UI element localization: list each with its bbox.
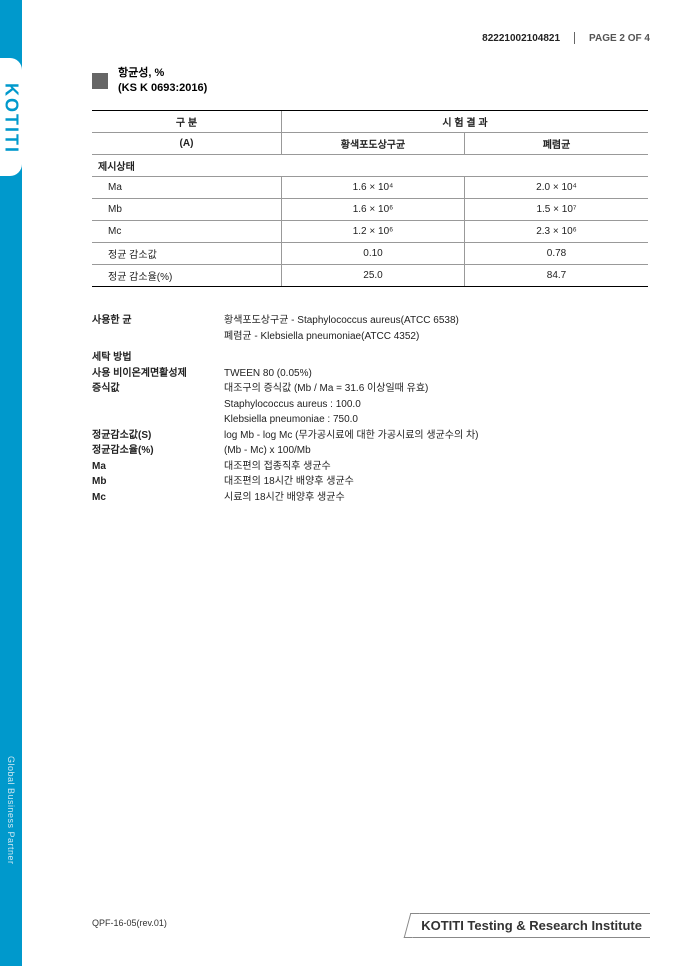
- tagline-vertical: Global Business Partner: [3, 740, 19, 880]
- info-row: 폐렴균 - Klebsiella pneumoniae(ATCC 4352): [92, 330, 648, 345]
- info-val: 대조구의 증식값 (Mb / Ma = 31.6 이상일때 유효): [224, 382, 648, 397]
- info-val: [224, 351, 648, 366]
- info-label: 사용한 균: [92, 314, 224, 329]
- table-row: Mb 1.6 × 10⁶ 1.5 × 10⁷: [92, 199, 648, 221]
- info-label: 정균감소값(S): [92, 429, 224, 444]
- section-bullet-icon: [92, 73, 108, 89]
- row-label: 정균 감소율(%): [92, 265, 282, 286]
- table-row: 정균 감소값 0.10 0.78: [92, 243, 648, 265]
- row-label: 정균 감소값: [92, 243, 282, 264]
- info-block: 사용한 균황색포도상구균 - Staphylococcus aureus(ATC…: [92, 314, 648, 506]
- header-sep: [574, 32, 575, 44]
- results-table: 구 분 시 험 결 과 (A) 황색포도상구균 폐렴균 제시상태 Ma 1.6 …: [92, 110, 648, 287]
- info-label: 증식값: [92, 382, 224, 397]
- table-head-row: 구 분 시 험 결 과: [92, 111, 648, 133]
- info-label: Mc: [92, 491, 224, 506]
- row-label: Mc: [92, 221, 282, 242]
- table-row: Mc 1.2 × 10⁶ 2.3 × 10⁶: [92, 221, 648, 243]
- table-subhead-row: (A) 황색포도상구균 폐렴균: [92, 133, 648, 155]
- brand-vertical: KOTITI: [2, 66, 20, 170]
- info-val: 대조편의 18시간 배양후 생균수: [224, 475, 648, 490]
- info-val: log Mb - log Mc (무가공시료에 대한 가공시료의 생균수의 차): [224, 429, 648, 444]
- row-c2: 25.0: [282, 265, 465, 286]
- info-val: (Mb - Mc) x 100/Mb: [224, 444, 648, 459]
- info-val: Staphylococcus aureus : 100.0: [224, 398, 648, 413]
- section-title-2: (KS K 0693:2016): [118, 81, 207, 96]
- row-label: Mb: [92, 199, 282, 220]
- th-sub-c3: 폐렴균: [465, 133, 648, 154]
- th-result: 시 험 결 과: [282, 111, 648, 132]
- table-section-label: 제시상태: [92, 158, 648, 173]
- info-val: TWEEN 80 (0.05%): [224, 367, 648, 382]
- table-row: Ma 1.6 × 10⁴ 2.0 × 10⁴: [92, 177, 648, 199]
- row-c3: 2.0 × 10⁴: [465, 177, 648, 198]
- row-c3: 1.5 × 10⁷: [465, 199, 648, 220]
- footer-institute: KOTITI Testing & Research Institute: [413, 913, 650, 938]
- info-row: 사용 비이온계면활성제TWEEN 80 (0.05%): [92, 367, 648, 382]
- row-c2: 1.6 × 10⁶: [282, 199, 465, 220]
- th-sub-a: (A): [92, 133, 282, 154]
- info-row: Staphylococcus aureus : 100.0: [92, 398, 648, 413]
- row-c2: 0.10: [282, 243, 465, 264]
- page-header: 82221002104821 PAGE 2 OF 4: [482, 32, 650, 44]
- info-label: Ma: [92, 460, 224, 475]
- table-row: 정균 감소율(%) 25.0 84.7: [92, 265, 648, 287]
- page: KOTITI Global Business Partner 822210021…: [0, 0, 678, 966]
- info-row: 세탁 방법: [92, 351, 648, 366]
- info-row: 증식값대조구의 증식값 (Mb / Ma = 31.6 이상일때 유효): [92, 382, 648, 397]
- info-row: 사용한 균황색포도상구균 - Staphylococcus aureus(ATC…: [92, 314, 648, 329]
- info-label: Mb: [92, 475, 224, 490]
- row-c3: 0.78: [465, 243, 648, 264]
- info-label: [92, 398, 224, 413]
- footer-code: QPF-16-05(rev.01): [92, 918, 167, 928]
- info-label: 정균감소율(%): [92, 444, 224, 459]
- section-titles: 항균성, % (KS K 0693:2016): [118, 66, 207, 96]
- info-row: Ma대조편의 접종직후 생균수: [92, 460, 648, 475]
- info-row: 정균감소값(S)log Mb - log Mc (무가공시료에 대한 가공시료의…: [92, 429, 648, 444]
- th-category: 구 분: [92, 111, 282, 132]
- info-label: [92, 330, 224, 345]
- row-c3: 2.3 × 10⁶: [465, 221, 648, 242]
- row-c2: 1.6 × 10⁴: [282, 177, 465, 198]
- page-indicator: PAGE 2 OF 4: [589, 33, 650, 44]
- info-val: 황색포도상구균 - Staphylococcus aureus(ATCC 653…: [224, 314, 648, 329]
- table-section-row: 제시상태: [92, 155, 648, 177]
- info-row: Mb대조편의 18시간 배양후 생균수: [92, 475, 648, 490]
- info-row: Klebsiella pneumoniae : 750.0: [92, 413, 648, 428]
- doc-number: 82221002104821: [482, 33, 560, 44]
- info-row: Mc시료의 18시간 배양후 생균수: [92, 491, 648, 506]
- row-c2: 1.2 × 10⁶: [282, 221, 465, 242]
- info-val: 폐렴균 - Klebsiella pneumoniae(ATCC 4352): [224, 330, 648, 345]
- info-val: Klebsiella pneumoniae : 750.0: [224, 413, 648, 428]
- info-val: 시료의 18시간 배양후 생균수: [224, 491, 648, 506]
- info-label: 사용 비이온계면활성제: [92, 367, 224, 382]
- row-label: Ma: [92, 177, 282, 198]
- section-head: 항균성, % (KS K 0693:2016): [92, 66, 207, 96]
- info-val: 대조편의 접종직후 생균수: [224, 460, 648, 475]
- section-title-1: 항균성, %: [118, 66, 207, 81]
- th-sub-c2: 황색포도상구균: [282, 133, 465, 154]
- info-row: 정균감소율(%)(Mb - Mc) x 100/Mb: [92, 444, 648, 459]
- row-c3: 84.7: [465, 265, 648, 286]
- info-label: [92, 413, 224, 428]
- info-label: 세탁 방법: [92, 351, 224, 366]
